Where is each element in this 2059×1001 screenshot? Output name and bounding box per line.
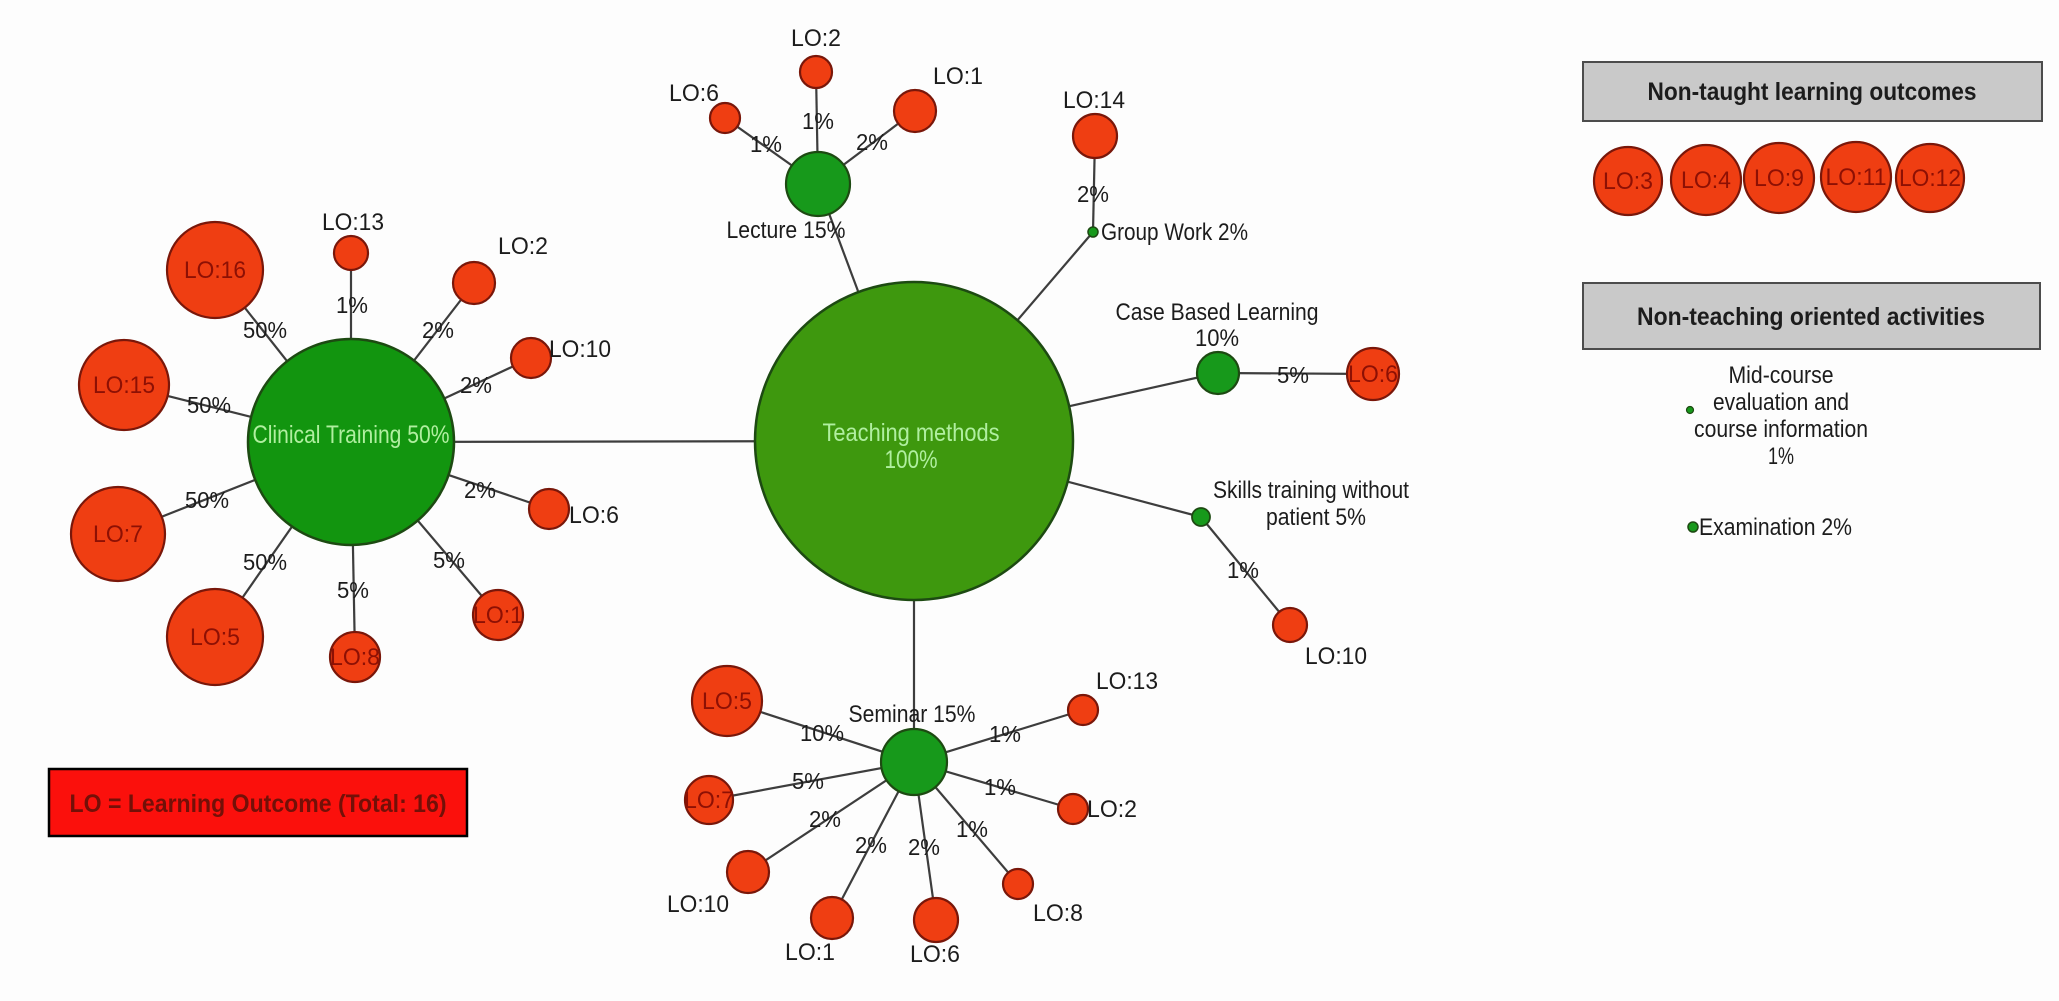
svg-text:1%: 1% (984, 774, 1016, 800)
svg-text:2%: 2% (464, 477, 496, 503)
svg-text:course information: course information (1694, 416, 1868, 443)
svg-text:50%: 50% (243, 549, 287, 575)
svg-text:LO:1: LO:1 (473, 602, 523, 629)
svg-text:LO:3: LO:3 (1603, 168, 1653, 195)
svg-text:LO:1: LO:1 (933, 63, 983, 90)
svg-text:LO:10: LO:10 (667, 891, 729, 918)
svg-text:1%: 1% (336, 292, 368, 318)
svg-text:10%: 10% (1195, 325, 1239, 352)
svg-text:Mid-course: Mid-course (1729, 362, 1834, 389)
svg-text:LO:5: LO:5 (190, 624, 240, 651)
svg-text:Clinical Training 50%: Clinical Training 50% (253, 421, 450, 449)
svg-text:LO:16: LO:16 (184, 257, 246, 284)
svg-text:LO:6: LO:6 (669, 80, 719, 107)
svg-text:Non-taught learning outcomes: Non-taught learning outcomes (1648, 78, 1977, 106)
svg-text:Lecture 15%: Lecture 15% (727, 217, 846, 244)
svg-text:LO:6: LO:6 (910, 941, 960, 968)
svg-text:LO:10: LO:10 (549, 336, 611, 363)
svg-text:LO:1: LO:1 (785, 939, 835, 966)
svg-text:2%: 2% (460, 372, 492, 398)
svg-text:1%: 1% (1768, 443, 1794, 470)
svg-text:LO:14: LO:14 (1063, 87, 1125, 114)
svg-text:LO:7: LO:7 (93, 521, 143, 548)
svg-text:LO:10: LO:10 (1305, 643, 1367, 670)
svg-text:LO:6: LO:6 (569, 502, 619, 529)
svg-text:LO:12: LO:12 (1899, 165, 1961, 192)
svg-text:50%: 50% (187, 392, 231, 418)
svg-text:Case Based Learning: Case Based Learning (1116, 299, 1319, 326)
svg-text:Examination 2%: Examination 2% (1699, 514, 1852, 541)
svg-text:LO:9: LO:9 (1754, 165, 1804, 192)
svg-text:5%: 5% (433, 547, 465, 573)
svg-text:LO:13: LO:13 (322, 209, 384, 236)
svg-text:LO:4: LO:4 (1681, 167, 1731, 194)
svg-text:Seminar 15%: Seminar 15% (849, 701, 976, 728)
svg-text:LO:15: LO:15 (93, 372, 155, 399)
svg-text:2%: 2% (422, 317, 454, 343)
svg-text:evaluation and: evaluation and (1713, 389, 1849, 416)
svg-text:Skills training without: Skills training without (1213, 477, 1409, 504)
svg-text:Teaching methods: Teaching methods (823, 419, 1000, 447)
svg-text:1%: 1% (1227, 557, 1259, 583)
svg-text:1%: 1% (956, 816, 988, 842)
svg-text:Group Work 2%: Group Work 2% (1101, 219, 1248, 246)
svg-text:5%: 5% (337, 577, 369, 603)
svg-text:LO:6: LO:6 (1348, 361, 1398, 388)
svg-text:Non-teaching oriented activiti: Non-teaching oriented activities (1637, 303, 1985, 331)
svg-text:2%: 2% (809, 806, 841, 832)
svg-text:1%: 1% (802, 108, 834, 134)
svg-text:1%: 1% (989, 721, 1021, 747)
svg-text:LO:7: LO:7 (684, 787, 734, 814)
svg-text:LO:8: LO:8 (330, 644, 380, 671)
svg-text:2%: 2% (908, 834, 940, 860)
svg-text:10%: 10% (800, 720, 844, 746)
svg-text:LO:8: LO:8 (1033, 900, 1083, 927)
svg-text:LO:2: LO:2 (791, 25, 841, 52)
svg-text:LO = Learning Outcome (Total:: LO = Learning Outcome (Total: 16) (70, 790, 447, 818)
svg-text:50%: 50% (243, 317, 287, 343)
svg-text:2%: 2% (1077, 181, 1109, 207)
svg-text:patient 5%: patient 5% (1266, 504, 1366, 531)
svg-text:2%: 2% (855, 832, 887, 858)
svg-text:LO:13: LO:13 (1096, 668, 1158, 695)
svg-text:LO:2: LO:2 (498, 233, 548, 260)
svg-text:50%: 50% (185, 487, 229, 513)
svg-text:LO:11: LO:11 (1826, 164, 1887, 191)
svg-text:5%: 5% (792, 768, 824, 794)
svg-text:100%: 100% (885, 446, 938, 474)
svg-text:2%: 2% (856, 129, 888, 155)
svg-text:LO:2: LO:2 (1087, 796, 1137, 823)
svg-text:1%: 1% (750, 131, 782, 157)
svg-text:5%: 5% (1277, 362, 1309, 388)
svg-text:LO:5: LO:5 (702, 688, 752, 715)
